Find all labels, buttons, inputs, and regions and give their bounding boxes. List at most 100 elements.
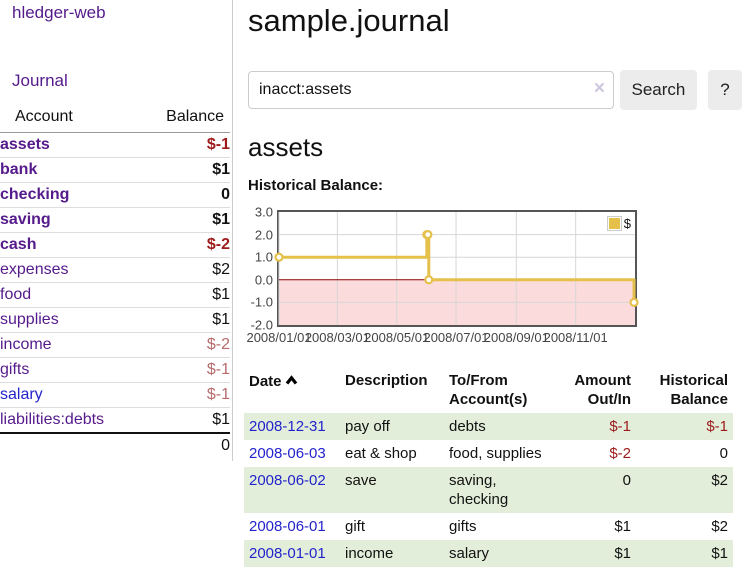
legend-label: $ — [623, 216, 631, 231]
y-axis-tick: 1.0 — [254, 249, 273, 265]
search-form: × Search ? — [248, 70, 742, 110]
accounts-table: Account Balance assets $-1 bank $1 checkin… — [0, 105, 230, 458]
account-balance: $-2 — [142, 232, 230, 258]
transaction-date-link[interactable]: 2008-06-02 — [249, 472, 326, 489]
page-title: sample.journal — [248, 3, 450, 38]
x-axis-tick: 2008/05/01 — [364, 330, 430, 345]
account-row: assets $-1 — [0, 132, 230, 158]
transaction-description: income — [340, 540, 444, 567]
transaction-date-link[interactable]: 2008-01-01 — [249, 545, 326, 562]
account-row: food $1 — [0, 282, 230, 308]
transaction-accounts: saving, checking — [444, 467, 554, 513]
accounts-header-row: Account Balance — [0, 105, 230, 133]
transaction-amount: $1 — [554, 540, 636, 567]
transaction-balance: $-1 — [636, 413, 733, 440]
x-axis-tick: 2008/01/01 — [246, 330, 312, 345]
account-row: expenses $2 — [0, 257, 230, 283]
register-row: 2008-06-01 gift gifts $1 $2 — [244, 513, 733, 540]
account-balance: $-1 — [142, 382, 230, 408]
register-table: Date Description To/From Account(s) Amou… — [244, 367, 733, 567]
register-header-accounts: To/From Account(s) — [449, 372, 528, 408]
register-header-row: Date Description To/From Account(s) Amou… — [244, 367, 733, 413]
account-row: liabilities:debts $1 — [0, 407, 230, 434]
register-header-date[interactable]: Date — [244, 367, 340, 413]
account-row: checking 0 — [0, 182, 230, 208]
sidebar: hledger-web Journal Account Balance asse… — [0, 0, 233, 461]
transaction-amount: $-1 — [554, 413, 636, 440]
x-axis-labels: 2008/01/01 2008/03/01 2008/05/01 2008/07/01… — [244, 330, 664, 346]
account-row: bank $1 — [0, 157, 230, 183]
accounts-header-account: Account — [0, 105, 143, 133]
account-row: cash $-2 — [0, 232, 230, 258]
account-balance: $-1 — [142, 357, 230, 383]
transaction-date-link[interactable]: 2008-06-03 — [249, 445, 326, 462]
transaction-balance: $2 — [711, 518, 728, 535]
account-row: gifts $-1 — [0, 357, 230, 383]
transaction-description: save — [340, 467, 444, 513]
account-balance: $-2 — [142, 332, 230, 358]
account-balance: $1 — [142, 282, 230, 308]
chart-title: Historical Balance: — [248, 177, 384, 194]
account-row: salary $-1 — [0, 382, 230, 408]
accounts-header-balance: Balance — [142, 105, 230, 133]
account-row: saving $1 — [0, 207, 230, 233]
account-balance: $1 — [142, 307, 230, 333]
y-axis-tick: 2.0 — [254, 227, 273, 243]
search-input[interactable] — [248, 71, 614, 109]
y-axis-tick: -2.0 — [250, 317, 273, 333]
account-balance: 0 — [142, 182, 230, 208]
transaction-accounts: salary — [444, 540, 554, 567]
x-axis-tick: 2008/09/01 — [483, 330, 549, 345]
register-row: 2008-12-31 pay off debts $-1 $-1 — [244, 413, 733, 440]
account-link-saving[interactable]: saving — [0, 211, 51, 228]
x-axis-tick: 2008/11/01 — [543, 330, 608, 345]
account-balance: $1 — [142, 407, 230, 434]
account-heading: assets — [248, 132, 324, 162]
account-link-expenses[interactable]: expenses — [0, 261, 69, 278]
account-link-liabilities-debts[interactable]: liabilities:debts — [0, 411, 105, 428]
transaction-date-link[interactable]: 2008-06-01 — [249, 518, 326, 535]
chart-plot-area: $ — [274, 210, 639, 327]
transaction-accounts: gifts — [449, 518, 477, 535]
account-link-assets[interactable]: assets — [0, 136, 50, 153]
account-link-cash[interactable]: cash — [0, 236, 37, 253]
account-balance: $1 — [142, 207, 230, 233]
register-row: 2008-06-02 save saving, checking 0 $2 — [244, 467, 733, 513]
transaction-description: eat & shop — [345, 445, 417, 462]
account-balance: $2 — [142, 257, 230, 283]
account-row: supplies $1 — [0, 307, 230, 333]
search-button[interactable]: Search — [620, 70, 697, 110]
chart-series-svg — [274, 212, 639, 325]
account-link-salary[interactable]: salary — [0, 386, 43, 403]
transaction-date-link[interactable]: 2008-12-31 — [249, 418, 326, 435]
account-link-checking[interactable]: checking — [0, 186, 70, 203]
transaction-balance: $1 — [636, 540, 733, 567]
account-link-supplies[interactable]: supplies — [0, 311, 59, 328]
app-title-link[interactable]: hledger-web — [12, 3, 106, 22]
register-header-description: Description — [345, 372, 428, 389]
account-balance: $1 — [142, 157, 230, 183]
transaction-description: pay off — [340, 413, 444, 440]
y-axis-tick: -1.0 — [250, 294, 273, 310]
account-link-gifts[interactable]: gifts — [0, 361, 30, 378]
x-axis-tick: 2008/03/01 — [304, 330, 370, 345]
sidebar-item-journal[interactable]: Journal — [12, 71, 68, 90]
sort-ascending-icon — [285, 371, 298, 390]
account-balance: $-1 — [142, 132, 230, 158]
account-link-food[interactable]: food — [0, 286, 32, 303]
transaction-accounts: food, supplies — [449, 445, 542, 462]
transaction-amount: 0 — [554, 467, 636, 513]
clear-search-icon[interactable]: × — [593, 78, 605, 100]
account-link-bank[interactable]: bank — [0, 161, 38, 178]
register-header-amount: Amount Out/In — [574, 372, 631, 408]
transaction-amount: $1 — [614, 518, 631, 535]
help-button[interactable]: ? — [707, 70, 742, 110]
legend-swatch-icon — [606, 216, 622, 231]
account-link-income[interactable]: income — [0, 336, 52, 353]
register-row: 2008-06-03 eat & shop food, supplies $-2… — [244, 440, 733, 467]
y-axis-tick: 0.0 — [254, 272, 273, 288]
x-axis-tick: 2008/07/01 — [423, 330, 489, 345]
y-axis-tick: 3.0 — [254, 204, 273, 220]
register-row: 2008-01-01 income salary $1 $1 — [244, 540, 733, 567]
transaction-accounts: debts — [444, 413, 554, 440]
